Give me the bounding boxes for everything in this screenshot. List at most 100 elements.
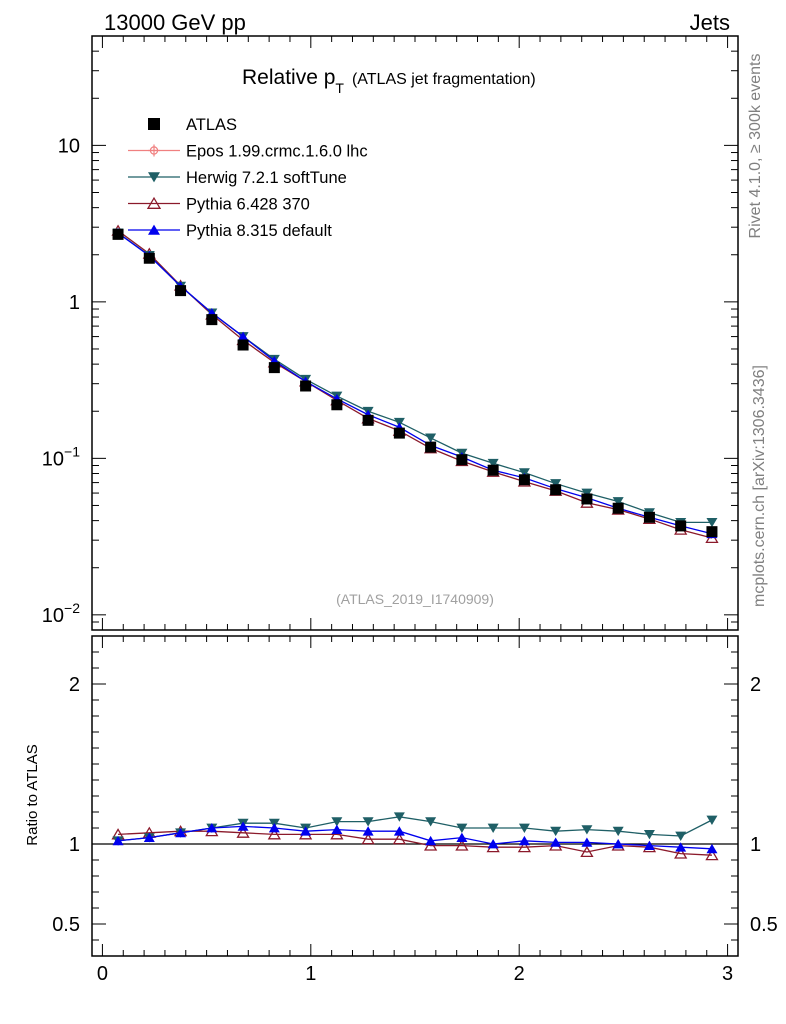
data-point-atlas [487, 464, 499, 476]
ratio-point-herwig [550, 826, 562, 837]
ratio-y-tick-label: 2 [69, 674, 80, 696]
x-tick-label: 2 [514, 963, 525, 985]
data-point-atlas [268, 362, 280, 374]
analysis-id-label: (ATLAS_2019_I1740909) [336, 591, 494, 607]
ratio-point-pythia8 [206, 823, 218, 833]
ratio-point-pythia6 [236, 826, 250, 838]
ratio-point-herwig [706, 815, 718, 825]
header-process-label: Jets [690, 10, 730, 35]
ratio-point-pythia8 [675, 842, 687, 852]
main-series-layer [111, 224, 719, 543]
x-tick-label: 0 [97, 963, 108, 985]
main-y-tick-label: 10−1 [42, 443, 80, 470]
data-point-atlas [706, 526, 718, 538]
ratio-y-tick-label-right: 2 [750, 674, 761, 696]
main-y-tick-label-exponent: −2 [64, 600, 80, 616]
data-point-atlas [206, 314, 218, 326]
data-point-herwig [425, 433, 437, 443]
ratio-point-pythia8 [331, 824, 343, 834]
data-point-herwig [612, 497, 624, 507]
x-tick-label: 1 [305, 963, 316, 985]
main-y-tick-label-base: 10 [42, 448, 64, 470]
ratio-point-pythia8 [237, 821, 249, 831]
ratio-point-herwig [393, 812, 405, 822]
legend-label-atlas: ATLAS [186, 116, 237, 134]
ratio-axes: 0 1 2 3 0.5 0.5 1 1 2 2 [52, 636, 778, 985]
main-y-tick-label-base: 1 [69, 292, 80, 314]
plot-title: Relative pT (ATLAS jet fragmentation) [242, 66, 536, 96]
ratio-y-tick-label: 1 [69, 834, 80, 856]
ratio-point-pythia6 [705, 848, 719, 861]
data-point-atlas [518, 474, 530, 486]
ratio-point-pythia8 [456, 832, 468, 842]
data-point-atlas [393, 427, 405, 439]
ratio-point-pythia8 [643, 840, 655, 850]
data-point-atlas [143, 252, 155, 264]
ratio-point-pythia8 [487, 839, 499, 849]
plot-title-subscript: T [335, 80, 344, 96]
ratio-point-pythia8 [518, 835, 530, 846]
data-point-atlas [456, 454, 468, 466]
ratio-point-herwig [581, 825, 593, 835]
x-tick-label: 3 [722, 963, 733, 985]
ratio-line-pythia6 [118, 830, 712, 856]
ratio-point-pythia8 [362, 826, 374, 836]
legend-label-pythia6: Pythia 6.428 370 [186, 196, 310, 214]
legend-label-epos: Epos 1.99.crmc.1.6.0 lhc [186, 143, 368, 161]
ratio-point-herwig [331, 817, 343, 827]
ratio-y-tick-label-right: 1 [750, 834, 761, 856]
legend-marker-pythia8 [148, 224, 160, 235]
ratio-point-pythia6 [674, 847, 688, 859]
ratio-point-pythia8 [425, 835, 437, 846]
ratio-ylabel: Ratio to ATLAS [24, 744, 41, 845]
data-point-atlas [362, 414, 374, 426]
ratio-point-pythia6 [517, 840, 532, 853]
data-point-atlas [300, 380, 312, 392]
ratio-point-pythia8 [612, 839, 624, 849]
ratio-point-pythia6 [361, 832, 375, 845]
ratio-point-herwig [643, 830, 655, 840]
ratio-point-pythia6 [392, 832, 407, 845]
ratio-point-pythia8 [393, 826, 405, 836]
main-y-tick-label-base: 10 [42, 605, 64, 627]
data-point-atlas [612, 502, 624, 514]
ratio-line-pythia8 [117, 825, 712, 850]
data-point-atlas [331, 399, 343, 411]
ratio-point-pythia8 [300, 826, 312, 836]
ratio-point-pythia6 [455, 839, 469, 851]
ratio-point-herwig [425, 817, 437, 827]
ratio-point-pythia8 [112, 835, 124, 846]
ratio-point-herwig [362, 817, 374, 827]
ratio-y-tick-label-right: 0.5 [750, 914, 778, 936]
plot-title-main: Relative p [242, 66, 335, 89]
ratio-point-pythia8 [581, 837, 593, 847]
ratio-point-herwig [675, 831, 687, 841]
legend-marker-herwig [148, 172, 160, 183]
series-line-herwig [117, 232, 712, 523]
ratio-y-tick-label: 0.5 [52, 914, 80, 936]
ratio-point-pythia6 [330, 828, 344, 840]
legend-marker-pythia6 [146, 196, 162, 209]
ratio-point-herwig [487, 823, 499, 833]
main-y-tick-label-base: 10 [58, 135, 80, 157]
data-point-herwig [518, 468, 530, 478]
ratio-point-pythia6 [580, 845, 594, 858]
mcplots-label: mcplots.cern.ch [arXiv:1306.3436] [751, 365, 768, 607]
main-y-tick-label: 10 [58, 135, 80, 157]
ratio-point-herwig [612, 826, 624, 837]
data-point-atlas [675, 520, 687, 532]
data-point-atlas [237, 339, 249, 351]
rivet-version-label: Rivet 4.1.0, ≥ 300k events [747, 54, 764, 239]
ratio-point-herwig [518, 823, 530, 833]
ratio-point-pythia6 [267, 828, 281, 840]
legend: ATLAS Epos 1.99.crmc.1.6.0 lhc Herwig 7.2.… [128, 116, 368, 240]
legend-marker-atlas [148, 118, 160, 130]
ratio-point-pythia8 [550, 837, 562, 847]
data-point-atlas [550, 484, 562, 496]
legend-label-pythia8: Pythia 8.315 default [186, 222, 332, 240]
ratio-plot-frame [91, 635, 739, 957]
ratio-point-pythia6 [423, 839, 438, 851]
data-point-atlas [425, 441, 437, 453]
